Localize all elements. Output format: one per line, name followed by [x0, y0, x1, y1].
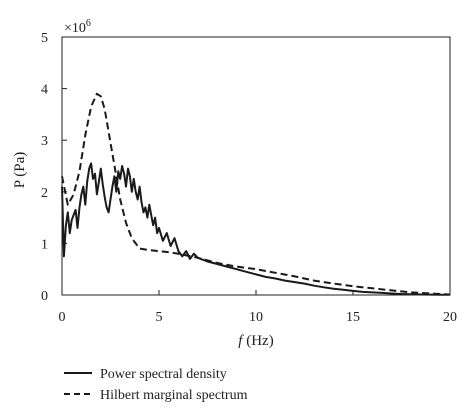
- scale-multiplier-base: ×10: [64, 21, 86, 36]
- y-tick-label: 3: [41, 134, 48, 149]
- scale-multiplier-exponent: 6: [86, 18, 91, 29]
- y-tick-label: 2: [41, 186, 48, 201]
- y-axis-title: P (Pa): [12, 152, 28, 189]
- x-tick-label: 10: [249, 310, 263, 325]
- x-axis-title: f (Hz): [238, 333, 273, 349]
- y-tick-label: 1: [41, 237, 48, 252]
- series-line-hilbert-marginal-spectrum: [61, 92, 451, 296]
- y-axis-ticks: 0 1 2 3 4 5: [41, 31, 67, 304]
- x-tick-label: 20: [443, 310, 457, 325]
- legend-label-hilbert: Hilbert marginal spectrum: [100, 388, 248, 403]
- scale-multiplier: ×106: [64, 18, 91, 36]
- x-axis-ticks: 0 5 10 15 20: [59, 290, 457, 325]
- y-tick-label: 4: [41, 83, 48, 98]
- legend-label-psd: Power spectral density: [100, 367, 227, 382]
- x-tick-label: 0: [59, 310, 66, 325]
- legend: Power spectral density Hilbert marginal …: [64, 367, 248, 403]
- y-tick-label: 0: [41, 289, 48, 304]
- x-axis-title-symbol: f: [238, 333, 244, 349]
- series-layer: [61, 92, 451, 296]
- x-tick-label: 5: [156, 310, 163, 325]
- series-line-power-spectral-density: [61, 162, 451, 296]
- y-tick-label: 5: [41, 31, 48, 46]
- x-axis-title-unit: (Hz): [242, 333, 273, 349]
- x-tick-label: 15: [346, 310, 360, 325]
- plot-frame: [61, 36, 451, 296]
